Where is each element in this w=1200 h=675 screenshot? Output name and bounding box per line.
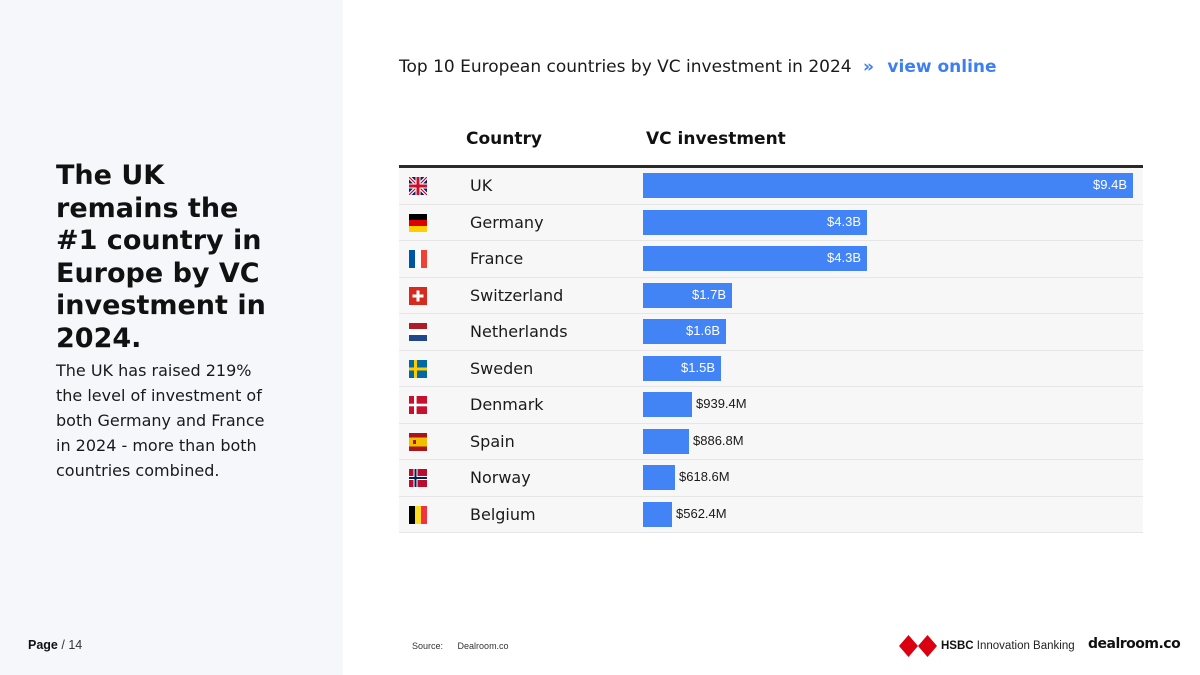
flag-switzerland-icon: [409, 286, 427, 305]
column-header-vc-investment: VC investment: [646, 129, 786, 149]
chart-title-text: Top 10 European countries by VC investme…: [399, 57, 852, 77]
hsbc-hexagon-icon: [899, 635, 937, 657]
table-body: UK $9.4B Germany $4.3B France $4.3B Switzerlan…: [399, 168, 1143, 533]
hsbc-suffix: Innovation Banking: [976, 640, 1075, 652]
bar-value-label: $618.6M: [679, 469, 730, 484]
country-name: Spain: [470, 431, 515, 451]
page-headline: The UK remains the #1 country in Europe …: [56, 160, 266, 354]
bar: [643, 501, 672, 527]
page-label: Page: [28, 638, 58, 652]
flag-sweden-icon: [409, 359, 427, 378]
bar: [643, 392, 692, 417]
bar: [643, 173, 1133, 198]
flag-belgium-icon: [409, 505, 427, 524]
bar: [643, 209, 867, 235]
dealroom-logo: dealroom.co: [1088, 636, 1181, 652]
country-name: Denmark: [470, 395, 544, 414]
bar: [643, 246, 867, 271]
flag-france-icon: [409, 250, 427, 268]
view-online-link[interactable]: view online: [887, 57, 997, 77]
page-number: Page / 14: [28, 638, 82, 652]
flag-germany-icon: [409, 213, 427, 232]
source-value: Dealroom.co: [457, 641, 509, 651]
flag-spain-icon: [409, 432, 427, 451]
left-panel: The UK remains the #1 country in Europe …: [0, 0, 343, 675]
country-name: Norway: [470, 468, 531, 487]
page-total: / 14: [61, 638, 83, 652]
table-row: Sweden $1.5B: [399, 350, 1143, 387]
bar: [643, 465, 675, 490]
bar: [643, 355, 721, 381]
table-row: Belgium $562.4M: [399, 496, 1143, 533]
bar-value-label: $4.3B: [827, 213, 861, 229]
table-row: UK $9.4B: [399, 168, 1143, 205]
chart-title: Top 10 European countries by VC investme…: [399, 57, 997, 77]
table-row: Netherlands $1.6B: [399, 314, 1143, 351]
table-row: Switzerland $1.7B: [399, 277, 1143, 314]
bar-value-label: $1.5B: [681, 359, 715, 375]
flag-uk-icon: [409, 177, 427, 195]
bar: [643, 319, 726, 344]
hsbc-logo: HSBC Innovation Banking: [899, 635, 1075, 657]
table-header: Country VC investment: [399, 118, 1143, 168]
country-name: Switzerland: [470, 285, 564, 305]
country-name: Netherlands: [470, 322, 568, 341]
country-name: Germany: [470, 212, 544, 232]
flag-netherlands-icon: [409, 323, 427, 341]
vc-investment-chart: Country VC investment UK $9.4B Germany $4.3…: [399, 118, 1143, 533]
chevron-double-right-icon: »: [863, 57, 875, 77]
bar-value-label: $1.7B: [692, 286, 726, 302]
table-row: Denmark $939.4M: [399, 387, 1143, 424]
table-row: Norway $618.6M: [399, 460, 1143, 497]
bar-value-label: $939.4M: [696, 396, 747, 411]
country-name: Belgium: [470, 504, 536, 524]
flag-norway-icon: [409, 469, 427, 487]
country-name: France: [470, 249, 524, 268]
bar: [643, 282, 732, 308]
column-header-country: Country: [466, 129, 542, 149]
bar-value-label: $9.4B: [1093, 177, 1127, 192]
body-text: The UK has raised 219% the level of inve…: [56, 361, 265, 480]
country-name: UK: [470, 176, 493, 195]
country-name: Sweden: [470, 358, 534, 378]
hsbc-wordmark: HSBC Innovation Banking: [941, 640, 1075, 652]
bar: [643, 428, 689, 454]
hsbc-brand: HSBC: [941, 640, 974, 652]
source-label: Source:: [412, 641, 444, 651]
bar-value-label: $886.8M: [693, 432, 744, 448]
table-row: Germany $4.3B: [399, 204, 1143, 241]
table-row: France $4.3B: [399, 241, 1143, 278]
table-row: Spain $886.8M: [399, 423, 1143, 460]
flag-denmark-icon: [409, 396, 427, 414]
bar-value-label: $1.6B: [686, 323, 720, 338]
bar-value-label: $4.3B: [827, 250, 861, 265]
bar-value-label: $562.4M: [676, 505, 727, 521]
source-note: Source: Dealroom.co: [412, 641, 509, 651]
